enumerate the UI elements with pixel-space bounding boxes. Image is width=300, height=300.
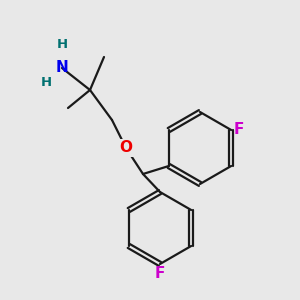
Text: F: F xyxy=(234,122,244,137)
Text: F: F xyxy=(155,266,165,280)
Text: H: H xyxy=(40,76,52,88)
Text: H: H xyxy=(56,38,68,52)
Text: O: O xyxy=(119,140,133,155)
Text: N: N xyxy=(56,61,68,76)
